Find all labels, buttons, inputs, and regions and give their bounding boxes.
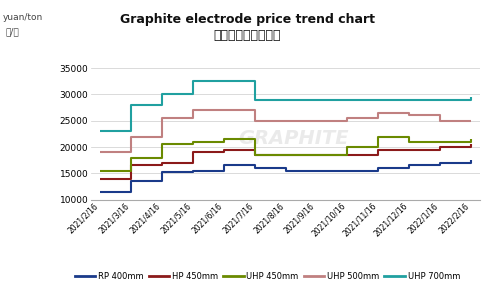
Line: UHP 500mm: UHP 500mm xyxy=(100,110,471,152)
Line: UHP 450mm: UHP 450mm xyxy=(100,136,471,171)
UHP 450mm xyxy=(251,153,257,157)
UHP 450mm xyxy=(128,156,134,159)
UHP 450mm xyxy=(98,169,103,172)
UHP 500mm xyxy=(98,150,103,154)
UHP 500mm xyxy=(375,111,381,115)
HP 450mm xyxy=(313,153,319,157)
HP 450mm xyxy=(128,164,134,167)
UHP 450mm xyxy=(221,137,227,141)
UHP 450mm xyxy=(283,153,289,157)
RP 400mm xyxy=(375,166,381,170)
HP 450mm xyxy=(251,153,257,157)
HP 450mm xyxy=(437,145,443,149)
Legend: RP 400mm, HP 450mm, UHP 450mm, UHP 500mm, UHP 700mm: RP 400mm, HP 450mm, UHP 450mm, UHP 500mm… xyxy=(71,268,463,284)
UHP 450mm xyxy=(468,137,474,141)
RP 400mm xyxy=(128,180,134,183)
Line: UHP 700mm: UHP 700mm xyxy=(100,81,471,131)
UHP 700mm xyxy=(128,103,134,107)
RP 400mm xyxy=(345,169,350,172)
UHP 450mm xyxy=(437,140,443,143)
RP 400mm xyxy=(251,166,257,170)
UHP 700mm xyxy=(190,79,196,83)
UHP 700mm xyxy=(313,98,319,102)
Text: yuan/ton: yuan/ton xyxy=(2,13,43,22)
UHP 500mm xyxy=(345,116,350,120)
RP 400mm xyxy=(283,169,289,172)
Text: GRAPHITE: GRAPHITE xyxy=(238,129,348,148)
UHP 700mm xyxy=(468,95,474,99)
RP 400mm xyxy=(406,164,412,167)
UHP 500mm xyxy=(468,119,474,123)
Line: HP 450mm: HP 450mm xyxy=(100,144,471,179)
UHP 500mm xyxy=(251,119,257,123)
UHP 700mm xyxy=(345,98,350,102)
UHP 500mm xyxy=(221,109,227,112)
UHP 500mm xyxy=(283,119,289,123)
RP 400mm xyxy=(159,171,165,174)
UHP 700mm xyxy=(159,93,165,96)
Text: Graphite electrode price trend chart: Graphite electrode price trend chart xyxy=(120,13,375,26)
Text: 元/吨: 元/吨 xyxy=(6,28,20,37)
UHP 500mm xyxy=(190,109,196,112)
HP 450mm xyxy=(190,150,196,154)
Text: 石墨电极价格走势图: 石墨电极价格走势图 xyxy=(214,29,281,42)
RP 400mm xyxy=(190,169,196,172)
UHP 700mm xyxy=(437,98,443,102)
HP 450mm xyxy=(375,148,381,151)
HP 450mm xyxy=(221,148,227,151)
UHP 700mm xyxy=(98,129,103,133)
RP 400mm xyxy=(313,169,319,172)
Line: RP 400mm: RP 400mm xyxy=(100,160,471,192)
UHP 500mm xyxy=(128,135,134,138)
UHP 700mm xyxy=(251,98,257,102)
UHP 500mm xyxy=(406,114,412,117)
HP 450mm xyxy=(406,148,412,151)
RP 400mm xyxy=(221,164,227,167)
RP 400mm xyxy=(468,158,474,162)
HP 450mm xyxy=(283,153,289,157)
RP 400mm xyxy=(98,190,103,194)
UHP 450mm xyxy=(345,145,350,149)
HP 450mm xyxy=(159,161,165,164)
UHP 700mm xyxy=(406,98,412,102)
HP 450mm xyxy=(98,177,103,180)
HP 450mm xyxy=(345,153,350,157)
UHP 500mm xyxy=(437,119,443,123)
UHP 700mm xyxy=(221,79,227,83)
UHP 700mm xyxy=(283,98,289,102)
UHP 450mm xyxy=(313,153,319,157)
UHP 450mm xyxy=(406,140,412,143)
UHP 500mm xyxy=(313,119,319,123)
UHP 450mm xyxy=(375,135,381,138)
UHP 450mm xyxy=(190,140,196,143)
RP 400mm xyxy=(437,161,443,164)
UHP 500mm xyxy=(159,116,165,120)
UHP 450mm xyxy=(159,143,165,146)
UHP 700mm xyxy=(375,98,381,102)
HP 450mm xyxy=(468,143,474,146)
